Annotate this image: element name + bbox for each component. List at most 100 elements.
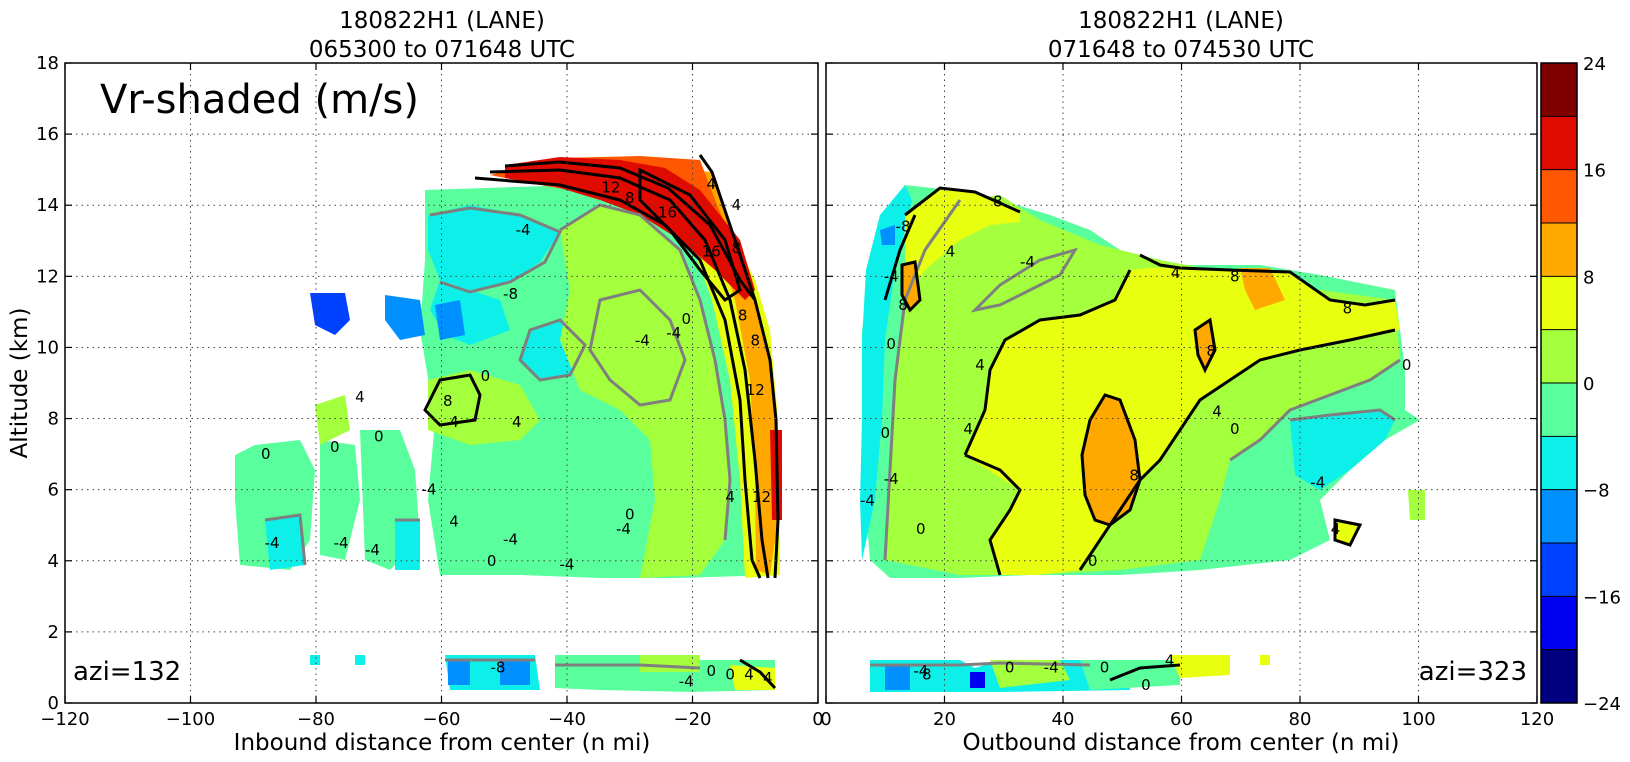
contour-label: 4 <box>763 669 773 687</box>
x-tick-label: 0 <box>812 709 823 730</box>
contour-label: 4 <box>725 488 735 506</box>
contour-label: -8 <box>490 658 505 676</box>
x-tick-label: 100 <box>1401 709 1435 730</box>
left-subtitle: 065300 to 071648 UTC <box>309 37 575 63</box>
contour-label: 4 <box>355 388 365 406</box>
contour-label: -4 <box>1020 253 1035 271</box>
contour-label: 0 <box>1005 658 1015 676</box>
right-azimuth-label: azi=323 <box>1419 657 1527 687</box>
contour-label: -4 <box>421 481 436 499</box>
y-tick-label: 16 <box>36 124 59 145</box>
right-ticks: 0 20 40 60 80 100 120 <box>820 62 1554 730</box>
contour-label: 4 <box>975 356 985 374</box>
y-tick-label: 4 <box>48 551 59 572</box>
contour-label: 16 <box>658 203 677 221</box>
contour-label: 16 <box>702 242 721 260</box>
contour-label: 4 <box>449 413 459 431</box>
y-tick-label: 10 <box>36 337 59 358</box>
contour-label: 12 <box>746 381 765 399</box>
y-tick-label: 0 <box>48 693 59 714</box>
contour-label: -8 <box>503 285 518 303</box>
contour-label: 8 <box>750 331 760 349</box>
colorbar: 24 16 8 0 −8 −16 −24 <box>1540 54 1621 715</box>
contour-label: 0 <box>916 520 926 538</box>
left-shaded-field <box>235 154 782 692</box>
contour-label: 0 <box>681 310 691 328</box>
contour-label: 8 <box>1343 299 1353 317</box>
colorbar-segment <box>1541 169 1577 224</box>
contour-label: 0 <box>1141 676 1151 694</box>
right-title: 180822H1 (LANE) <box>1078 8 1284 34</box>
right-x-axis-label: Outbound distance from center (n mi) <box>963 730 1400 756</box>
contour-label: 8 <box>732 239 742 257</box>
colorbar-segment <box>1541 383 1577 437</box>
x-tick-label: 60 <box>1170 709 1193 730</box>
contour-label: 4 <box>707 175 717 193</box>
left-azimuth-label: azi=132 <box>73 657 181 687</box>
contour-label: 4 <box>1212 402 1222 420</box>
right-panel: 180822H1 (LANE) 071648 to 074530 UTC <box>820 8 1554 756</box>
contour-label: -4 <box>913 662 928 680</box>
contour-label: 0 <box>330 438 340 456</box>
y-tick-label: 12 <box>36 266 59 287</box>
contour-label: 0 <box>481 367 491 385</box>
right-subtitle: 071648 to 074530 UTC <box>1048 37 1314 63</box>
contour-label: 0 <box>625 506 635 524</box>
colorbar-segment <box>1541 596 1577 651</box>
colorbar-tick-label: 16 <box>1583 161 1606 182</box>
y-axis-label: Altitude (km) <box>7 308 33 459</box>
contour-label: 4 <box>512 413 522 431</box>
contour-label: 4 <box>1165 651 1175 669</box>
contour-label: 0 <box>487 552 497 570</box>
contour-label: -4 <box>616 520 631 538</box>
contour-label: -4 <box>516 221 531 239</box>
x-tick-label: −60 <box>423 709 461 730</box>
contour-label: 8 <box>443 392 453 410</box>
contour-label: 8 <box>922 666 932 684</box>
x-tick-label: −40 <box>548 709 586 730</box>
contour-label: -4 <box>334 534 349 552</box>
right-shaded-field <box>860 185 1425 692</box>
x-tick-label: −120 <box>40 709 89 730</box>
colorbar-segment <box>1541 436 1577 491</box>
x-tick-label: −20 <box>674 709 712 730</box>
contour-label: -4 <box>666 324 681 342</box>
left-x-axis-label: Inbound distance from center (n mi) <box>234 730 651 756</box>
contour-label: 4 <box>1331 520 1341 538</box>
contour-label: 8 <box>738 306 748 324</box>
y-tick-label: 6 <box>48 480 59 501</box>
contour-label: 8 <box>1129 466 1139 484</box>
colorbar-tick-label: 24 <box>1583 54 1606 75</box>
left-panel: 180822H1 (LANE) 065300 to 071648 UTC <box>7 8 824 756</box>
left-gray-contours <box>264 203 732 670</box>
contour-label: -4 <box>1310 474 1325 492</box>
contour-label: 0 <box>725 666 735 684</box>
colorbar-tick-label: −16 <box>1583 587 1621 608</box>
left-grid <box>65 63 818 703</box>
right-black-contours <box>883 186 1396 682</box>
contour-label: 0 <box>707 662 717 680</box>
y-tick-label: 8 <box>48 409 59 430</box>
contour-label: 12 <box>601 178 620 196</box>
contour-label: 0 <box>886 335 896 353</box>
x-tick-label: 20 <box>933 709 956 730</box>
x-tick-label: −100 <box>166 709 215 730</box>
colorbar-tick-label: 0 <box>1583 374 1594 395</box>
colorbar-tick-label: 8 <box>1583 267 1594 288</box>
y-tick-label: 2 <box>48 622 59 643</box>
colorbar-frame <box>1540 62 1578 704</box>
contour-label: 8 <box>1206 342 1216 360</box>
colorbar-segment <box>1541 543 1577 597</box>
contour-label: 4 <box>732 196 742 214</box>
colorbar-segment <box>1541 489 1577 544</box>
contour-label: 0 <box>261 445 271 463</box>
contour-label: -4 <box>503 530 518 548</box>
left-black-contours <box>423 154 780 690</box>
contour-label: 0 <box>1402 356 1412 374</box>
colorbar-tick-label: −24 <box>1583 694 1621 715</box>
contour-label: -4 <box>884 470 899 488</box>
shading-annotation: Vr-shaded (m/s) <box>100 77 419 123</box>
